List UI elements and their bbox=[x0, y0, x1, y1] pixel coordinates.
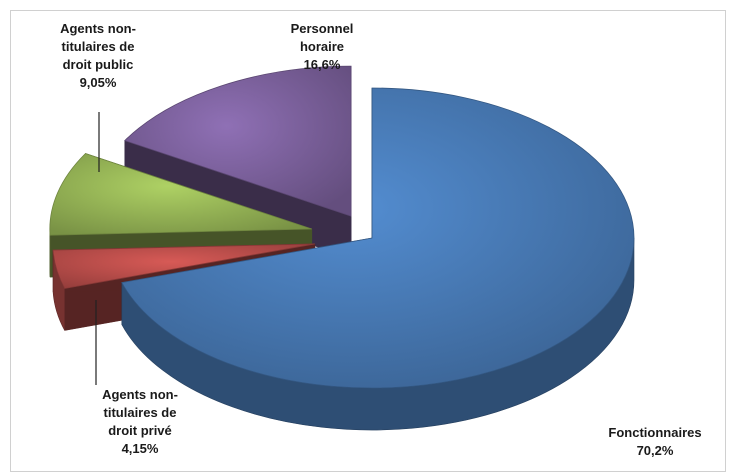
label-agents-non-titulaires-de-droit-priv-: Agents non-titulaires de droit privé 4,15% bbox=[102, 387, 178, 456]
label-agents-non-titulaires-de-droit-public: Agents non-titulaires de droit public 9,05… bbox=[60, 21, 136, 90]
label-fonctionnaires: Fonctionnaires 70,2% bbox=[608, 425, 701, 458]
slice-fonctionnaires bbox=[121, 87, 635, 431]
label-personnel-horaire: Personnel horaire 16,6% bbox=[291, 21, 354, 72]
